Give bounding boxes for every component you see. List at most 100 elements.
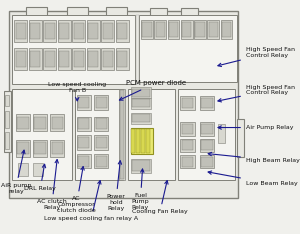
Bar	[77, 117, 91, 131]
Bar	[26, 7, 47, 16]
Bar	[96, 118, 107, 129]
Bar	[182, 124, 193, 134]
Bar	[33, 140, 47, 157]
Bar	[96, 137, 107, 148]
Bar	[16, 51, 26, 67]
Bar	[200, 139, 214, 152]
Bar	[222, 22, 231, 37]
Bar	[50, 114, 64, 131]
Bar	[12, 89, 72, 180]
Bar	[5, 111, 9, 128]
Bar	[200, 155, 214, 168]
Bar	[43, 48, 56, 70]
Text: High Speed Fan
Control Relay: High Speed Fan Control Relay	[218, 47, 295, 66]
Bar	[103, 51, 113, 67]
Bar	[33, 163, 43, 176]
Bar	[139, 15, 237, 82]
Bar	[131, 98, 151, 109]
Bar	[237, 119, 244, 157]
Bar	[133, 89, 150, 97]
Bar	[120, 90, 124, 179]
Bar	[156, 22, 165, 37]
Bar	[18, 163, 28, 176]
Text: AC clutch
Relay: AC clutch Relay	[37, 160, 67, 210]
Bar	[74, 51, 84, 67]
Bar	[45, 23, 55, 39]
Bar	[77, 95, 91, 110]
Bar	[50, 140, 64, 157]
Bar	[29, 48, 42, 70]
Bar	[150, 8, 167, 16]
Bar	[94, 95, 108, 110]
Bar	[182, 140, 193, 150]
Bar	[141, 20, 153, 39]
Bar	[202, 124, 213, 134]
Bar	[101, 20, 114, 42]
Bar	[117, 51, 127, 67]
Text: AiR pump
relay: AiR pump relay	[1, 150, 31, 194]
Bar	[180, 139, 195, 152]
Bar	[195, 22, 205, 37]
Bar	[202, 140, 213, 150]
Bar	[72, 48, 85, 70]
Bar	[43, 20, 56, 42]
Bar	[17, 142, 28, 154]
Text: Air Pump Relay: Air Pump Relay	[218, 125, 293, 130]
Bar	[94, 135, 108, 150]
Text: Power
hold
Relay: Power hold Relay	[106, 161, 125, 211]
Text: Cooling Fan Relay: Cooling Fan Relay	[132, 181, 188, 214]
Bar	[30, 23, 40, 39]
Bar	[218, 124, 225, 143]
Text: High Speed Fan
Control Relay: High Speed Fan Control Relay	[218, 85, 295, 102]
Bar	[33, 114, 47, 131]
Bar	[52, 117, 63, 129]
Bar	[106, 7, 127, 16]
Bar	[59, 23, 69, 39]
Bar	[133, 160, 150, 171]
Bar	[180, 155, 195, 168]
Bar	[88, 51, 98, 67]
Bar	[207, 20, 219, 39]
Bar	[200, 96, 214, 110]
Text: Low speed cooling fan relay A: Low speed cooling fan relay A	[44, 181, 138, 221]
Bar	[94, 117, 108, 131]
Bar	[131, 159, 151, 173]
Bar	[208, 22, 218, 37]
Bar	[78, 118, 89, 129]
Bar	[130, 128, 153, 154]
Bar	[178, 89, 235, 180]
Bar	[103, 23, 113, 39]
Bar	[74, 23, 84, 39]
Text: Low speed cooling
Fan B: Low speed cooling Fan B	[48, 82, 106, 101]
Bar	[146, 129, 150, 153]
Bar	[169, 22, 178, 37]
Bar	[17, 117, 28, 129]
Bar	[45, 51, 55, 67]
Text: DRL Relay: DRL Relay	[24, 164, 56, 191]
Bar	[12, 15, 135, 84]
Bar	[75, 89, 123, 180]
Bar	[77, 135, 91, 150]
Bar	[14, 48, 27, 70]
Bar	[168, 20, 179, 39]
Bar	[67, 7, 88, 16]
Bar	[119, 89, 125, 180]
Bar	[34, 117, 46, 129]
Bar	[180, 96, 195, 110]
Bar	[87, 20, 100, 42]
Bar	[136, 129, 140, 153]
Bar	[154, 20, 166, 39]
Bar	[116, 48, 129, 70]
Text: High Beam Relay: High Beam Relay	[208, 152, 300, 163]
Bar	[133, 114, 150, 122]
Bar	[16, 23, 26, 39]
Bar	[200, 122, 214, 136]
Bar	[58, 48, 71, 70]
Text: AC
Compressor
clutch diode: AC Compressor clutch diode	[57, 167, 96, 213]
Bar	[77, 154, 91, 168]
Bar	[181, 20, 193, 39]
Bar	[202, 98, 213, 108]
Bar	[87, 48, 100, 70]
Bar	[59, 51, 69, 67]
Bar	[16, 114, 30, 131]
